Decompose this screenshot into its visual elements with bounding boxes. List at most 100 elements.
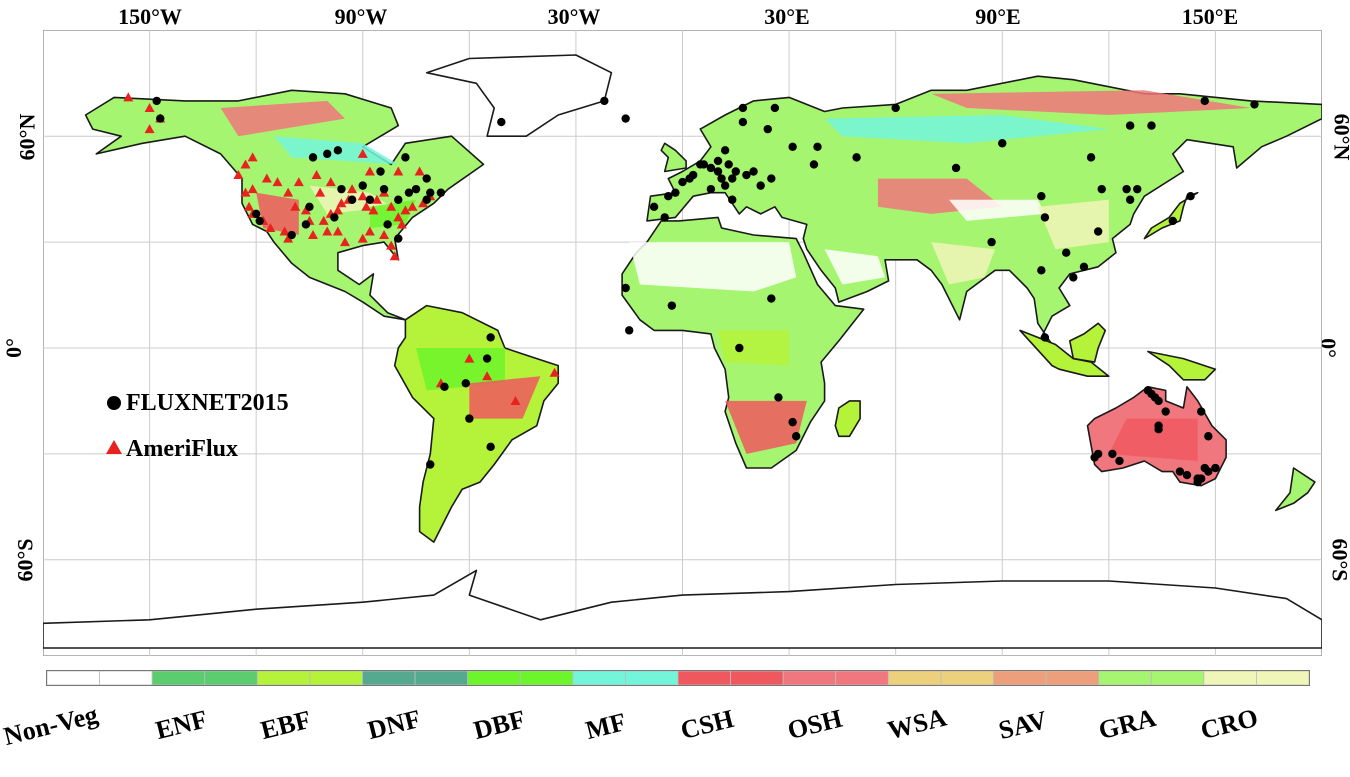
ameriflux-site-marker xyxy=(418,198,429,208)
fluxnet-site-marker xyxy=(1154,421,1163,430)
ameriflux-site-marker xyxy=(311,170,322,180)
fluxnet-site-marker xyxy=(482,354,492,363)
fluxnet-site-marker xyxy=(1108,449,1117,459)
lat-label-60s-right: 60°S xyxy=(1327,538,1350,582)
ameriflux-site-marker xyxy=(247,184,258,194)
land-cover-colorbar xyxy=(46,670,1310,686)
fluxnet-site-marker xyxy=(738,117,748,127)
fluxnet-site-marker xyxy=(770,103,780,113)
ameriflux-site-marker xyxy=(293,177,304,187)
ameriflux-site-marker xyxy=(389,251,400,261)
ameriflux-site-marker xyxy=(386,201,397,211)
fluxnet-site-marker xyxy=(749,167,758,176)
ameriflux-site-marker xyxy=(393,166,404,176)
ameriflux-site-marker xyxy=(300,205,311,215)
ameriflux-site-marker xyxy=(240,187,251,197)
fluxnet-site-marker xyxy=(301,220,311,229)
fluxnet-site-marker xyxy=(1125,195,1135,204)
fluxnet-site-marker xyxy=(688,170,698,180)
ameriflux-site-marker xyxy=(261,173,272,183)
flux-sites xyxy=(123,92,1259,487)
land-cover-patch xyxy=(369,199,416,228)
ameriflux-site-marker xyxy=(361,201,372,211)
fluxnet-site-marker xyxy=(713,167,723,176)
colorbar-swatch-dnf xyxy=(414,670,469,686)
fluxnet-site-marker xyxy=(486,333,495,342)
fluxnet-site-marker xyxy=(987,237,996,247)
ameriflux-site-marker xyxy=(247,152,258,162)
fluxnet-site-marker xyxy=(422,174,431,183)
fluxnet-site-marker xyxy=(852,153,861,162)
fluxnet-site-marker xyxy=(436,188,446,197)
fluxnet-site-marker xyxy=(1182,470,1192,480)
fluxnet-site-marker xyxy=(394,195,403,204)
colorbar-swatch-gra xyxy=(1098,670,1152,686)
ameriflux-site-marker xyxy=(393,212,404,222)
fluxnet-site-marker xyxy=(706,184,716,194)
colorbar-frame xyxy=(46,670,1310,686)
ameriflux-site-marker xyxy=(318,215,329,225)
fluxnet-site-marker xyxy=(1161,407,1170,416)
fluxnet-site-marker xyxy=(742,170,751,180)
ameriflux-site-marker xyxy=(283,233,294,243)
landmass-greenland xyxy=(425,54,613,137)
ameriflux-site-marker xyxy=(325,177,336,187)
colorbar-label-wsa: WSA xyxy=(884,702,950,746)
fluxnet-site-marker xyxy=(347,195,357,204)
fluxnet-site-marker xyxy=(717,174,726,183)
landmass-madagascar xyxy=(834,400,861,438)
fluxnet-site-marker xyxy=(625,326,634,335)
fluxnet-site-marker xyxy=(1040,213,1050,222)
fluxnet-site-marker xyxy=(323,149,332,159)
fluxnet-site-marker xyxy=(497,117,506,127)
colorbar-swatch-dnf xyxy=(362,670,416,686)
lon-label-150w: 150°W xyxy=(118,4,182,29)
fluxnet-site-marker xyxy=(667,301,677,310)
ameriflux-site-marker xyxy=(400,205,411,215)
fluxnet-site-marker xyxy=(678,177,687,187)
fluxnet-site-marker xyxy=(621,283,630,293)
ameriflux-site-marker xyxy=(290,201,301,211)
ameriflux-site-marker xyxy=(549,367,560,377)
colorbar-swatch-cro xyxy=(1203,670,1257,686)
land-cover-patch xyxy=(949,199,1045,221)
fluxnet-site-marker xyxy=(358,181,367,190)
colorbar-swatch-gra xyxy=(1150,670,1205,686)
fluxnet-site-marker xyxy=(287,230,296,240)
fluxnet-site-marker xyxy=(486,442,495,452)
fluxnet-site-marker xyxy=(401,153,410,162)
fluxnet-site-marker xyxy=(383,220,392,229)
fluxnet-site-marker xyxy=(1122,184,1131,194)
fluxnet-site-marker xyxy=(1040,333,1050,342)
ameriflux-site-marker xyxy=(357,148,368,158)
landmass-new-guinea xyxy=(1147,350,1217,381)
ameriflux-site-marker xyxy=(123,92,134,102)
fluxnet-site-marker xyxy=(1186,192,1195,201)
ameriflux-site-marker xyxy=(368,205,379,215)
colorbar-label-gra: GRA xyxy=(1095,702,1159,746)
ameriflux-site-marker xyxy=(364,166,375,176)
ameriflux-site-marker xyxy=(357,233,368,243)
lat-label-60n-right: 60°N xyxy=(1329,113,1350,161)
colorbar-label-cro: CRO xyxy=(1197,702,1261,746)
fluxnet-site-marker xyxy=(813,142,822,151)
landmass-uk xyxy=(660,142,687,173)
colorbar-label-osh: OSH xyxy=(784,703,846,746)
ameriflux-site-marker xyxy=(265,222,276,232)
ameriflux-site-marker xyxy=(283,187,294,197)
fluxnet-site-marker xyxy=(809,160,819,169)
fluxnet-site-marker xyxy=(426,188,435,197)
land-cover-patch xyxy=(469,376,541,419)
fluxnet-site-marker xyxy=(738,103,748,113)
ameriflux-site-marker xyxy=(144,102,155,112)
land-cover-patch xyxy=(1108,418,1198,461)
colorbar-swatch-csh xyxy=(730,670,784,686)
land-cover-patch xyxy=(931,242,996,285)
land-cover-patch xyxy=(824,115,1109,144)
fluxnet-site-marker xyxy=(440,382,449,392)
colorbar-swatch-ebf xyxy=(309,670,363,686)
colorbar-swatch-sav xyxy=(1045,670,1100,686)
fluxnet-site-marker xyxy=(763,124,772,134)
fluxnet-site-marker xyxy=(333,146,343,155)
fluxnet-site-marker xyxy=(1211,463,1220,473)
